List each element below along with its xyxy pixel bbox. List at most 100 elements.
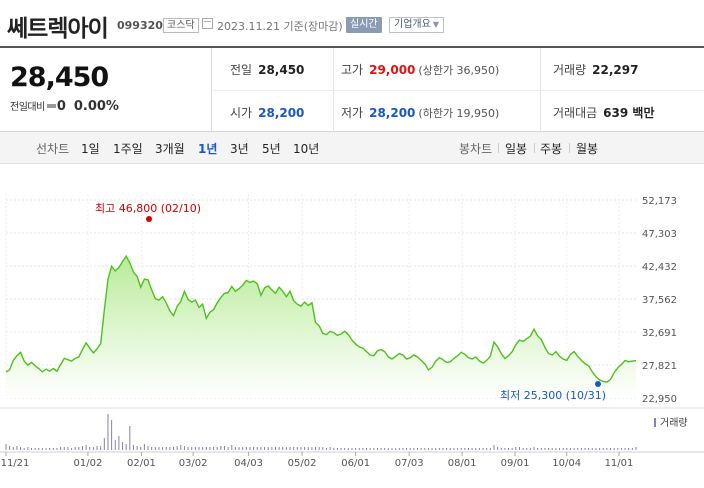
open-price: 시가 28,200 [230, 106, 305, 120]
tab-3y[interactable]: 3년 [230, 142, 249, 156]
y-tick-label: 32,691 [642, 328, 677, 339]
volume-bar [635, 447, 637, 450]
volume-bar [205, 447, 207, 450]
tab-1y[interactable]: 1년 [198, 142, 218, 156]
volume-bar [526, 448, 528, 450]
volume-bar [406, 448, 408, 450]
volume-bar [92, 447, 94, 450]
volume-bar [610, 448, 612, 450]
candle-chart-label: 봉차트 [459, 142, 493, 156]
volume-bar [63, 447, 65, 450]
volume-bar [486, 448, 488, 450]
volume-bar [533, 447, 535, 450]
volume-bar [566, 448, 568, 450]
volume-bar [391, 448, 393, 450]
volume-bar [333, 448, 335, 450]
volume-bar [96, 446, 98, 450]
x-tick-label: 04/03 [234, 458, 263, 469]
x-tick-label: 08/01 [448, 458, 477, 469]
volume-bar [238, 447, 240, 450]
volume-bar [129, 426, 131, 450]
stock-name: 쎄트렉아이 [7, 16, 109, 42]
volume-bar [460, 448, 462, 450]
x-tick-label: 11/01 [605, 458, 634, 469]
volume-bar [27, 447, 29, 450]
volume-bar [453, 448, 455, 450]
volume-bar [522, 448, 524, 450]
day-high: 고가 29,000 (상한가 36,950) [341, 63, 500, 77]
current-price-box: 28,450 전일대비 0 0.00% [0, 48, 212, 132]
tab-weekly[interactable]: 주봉 [540, 142, 563, 156]
volume-bar [198, 447, 200, 450]
volume-bar [344, 448, 346, 450]
volume-bar [74, 447, 76, 450]
tab-3m[interactable]: 3개월 [155, 142, 185, 156]
volume-bar [606, 448, 608, 450]
volume-bar [78, 447, 80, 450]
volume-bar [398, 448, 400, 450]
price-summary: 28,450 전일대비 0 0.00% 전일 28,450 고가 29,000 (상한가 … [0, 46, 704, 132]
volume-bar [373, 448, 375, 450]
max-label: 최고 46,800 (02/10) [95, 202, 201, 215]
volume-bar [307, 447, 309, 450]
volume-bar [285, 447, 287, 450]
x-tick-label: 06/01 [341, 458, 370, 469]
volume-bar [631, 448, 633, 450]
market-badge: 코스닥 [163, 18, 199, 33]
volume-bar [369, 448, 371, 450]
tab-1w[interactable]: 1주일 [113, 142, 143, 156]
volume-bar [431, 448, 433, 450]
realtime-button[interactable]: 실시간 [346, 17, 382, 33]
volume-bar [118, 436, 120, 450]
x-tick-label: 10/04 [552, 458, 581, 469]
volume-bar [9, 446, 11, 450]
volume-bar [562, 448, 564, 450]
volume-bar [420, 448, 422, 450]
volume-bar [376, 448, 378, 450]
volume-bar [180, 445, 182, 450]
volume-bar [245, 447, 247, 450]
volume-bar [231, 445, 233, 450]
tab-daily[interactable]: 일봉 [505, 142, 528, 156]
volume-bar [624, 448, 626, 450]
volume-bar [158, 447, 160, 450]
x-tick-label: 11/21 [1, 458, 30, 469]
flat-icon [46, 104, 56, 108]
stock-code: 099320 [117, 19, 163, 32]
volume-bar [162, 447, 164, 450]
company-overview-dropdown[interactable]: 기업개요 ▼ [389, 17, 444, 33]
volume-bar [508, 448, 510, 450]
volume-bar [478, 448, 480, 450]
volume-bar [253, 447, 255, 450]
x-tick-label: 03/02 [179, 458, 208, 469]
volume-bar [515, 447, 517, 450]
volume-bar [580, 448, 582, 450]
y-tick-label: 22,950 [642, 394, 677, 405]
volume-bar [569, 448, 571, 450]
x-tick-label: 01/02 [73, 458, 102, 469]
volume-bar [49, 448, 51, 450]
volume-bar [518, 447, 520, 450]
volume-bar [289, 447, 291, 450]
volume-bar [540, 448, 542, 450]
divider [569, 143, 570, 153]
volume-legend: 거래량 [660, 417, 688, 429]
volume-bar [446, 448, 448, 450]
volume-bar [176, 446, 178, 450]
x-tick-label: 09/01 [501, 458, 530, 469]
volume-bar [489, 448, 491, 450]
tab-10y[interactable]: 10년 [293, 142, 320, 156]
tab-monthly[interactable]: 월봉 [576, 142, 599, 156]
volume-bar [311, 447, 313, 450]
volume-bar [183, 446, 185, 450]
volume-bar [329, 447, 331, 450]
volume-bar [358, 448, 360, 450]
volume-bar [577, 448, 579, 450]
volume-bar [143, 444, 145, 450]
tab-5y[interactable]: 5년 [262, 142, 281, 156]
volume-bar [584, 448, 586, 450]
volume-bar [355, 448, 357, 450]
tab-1d[interactable]: 1일 [81, 142, 100, 156]
price-line [5, 254, 637, 383]
change-percent: 0.00% [73, 99, 119, 114]
